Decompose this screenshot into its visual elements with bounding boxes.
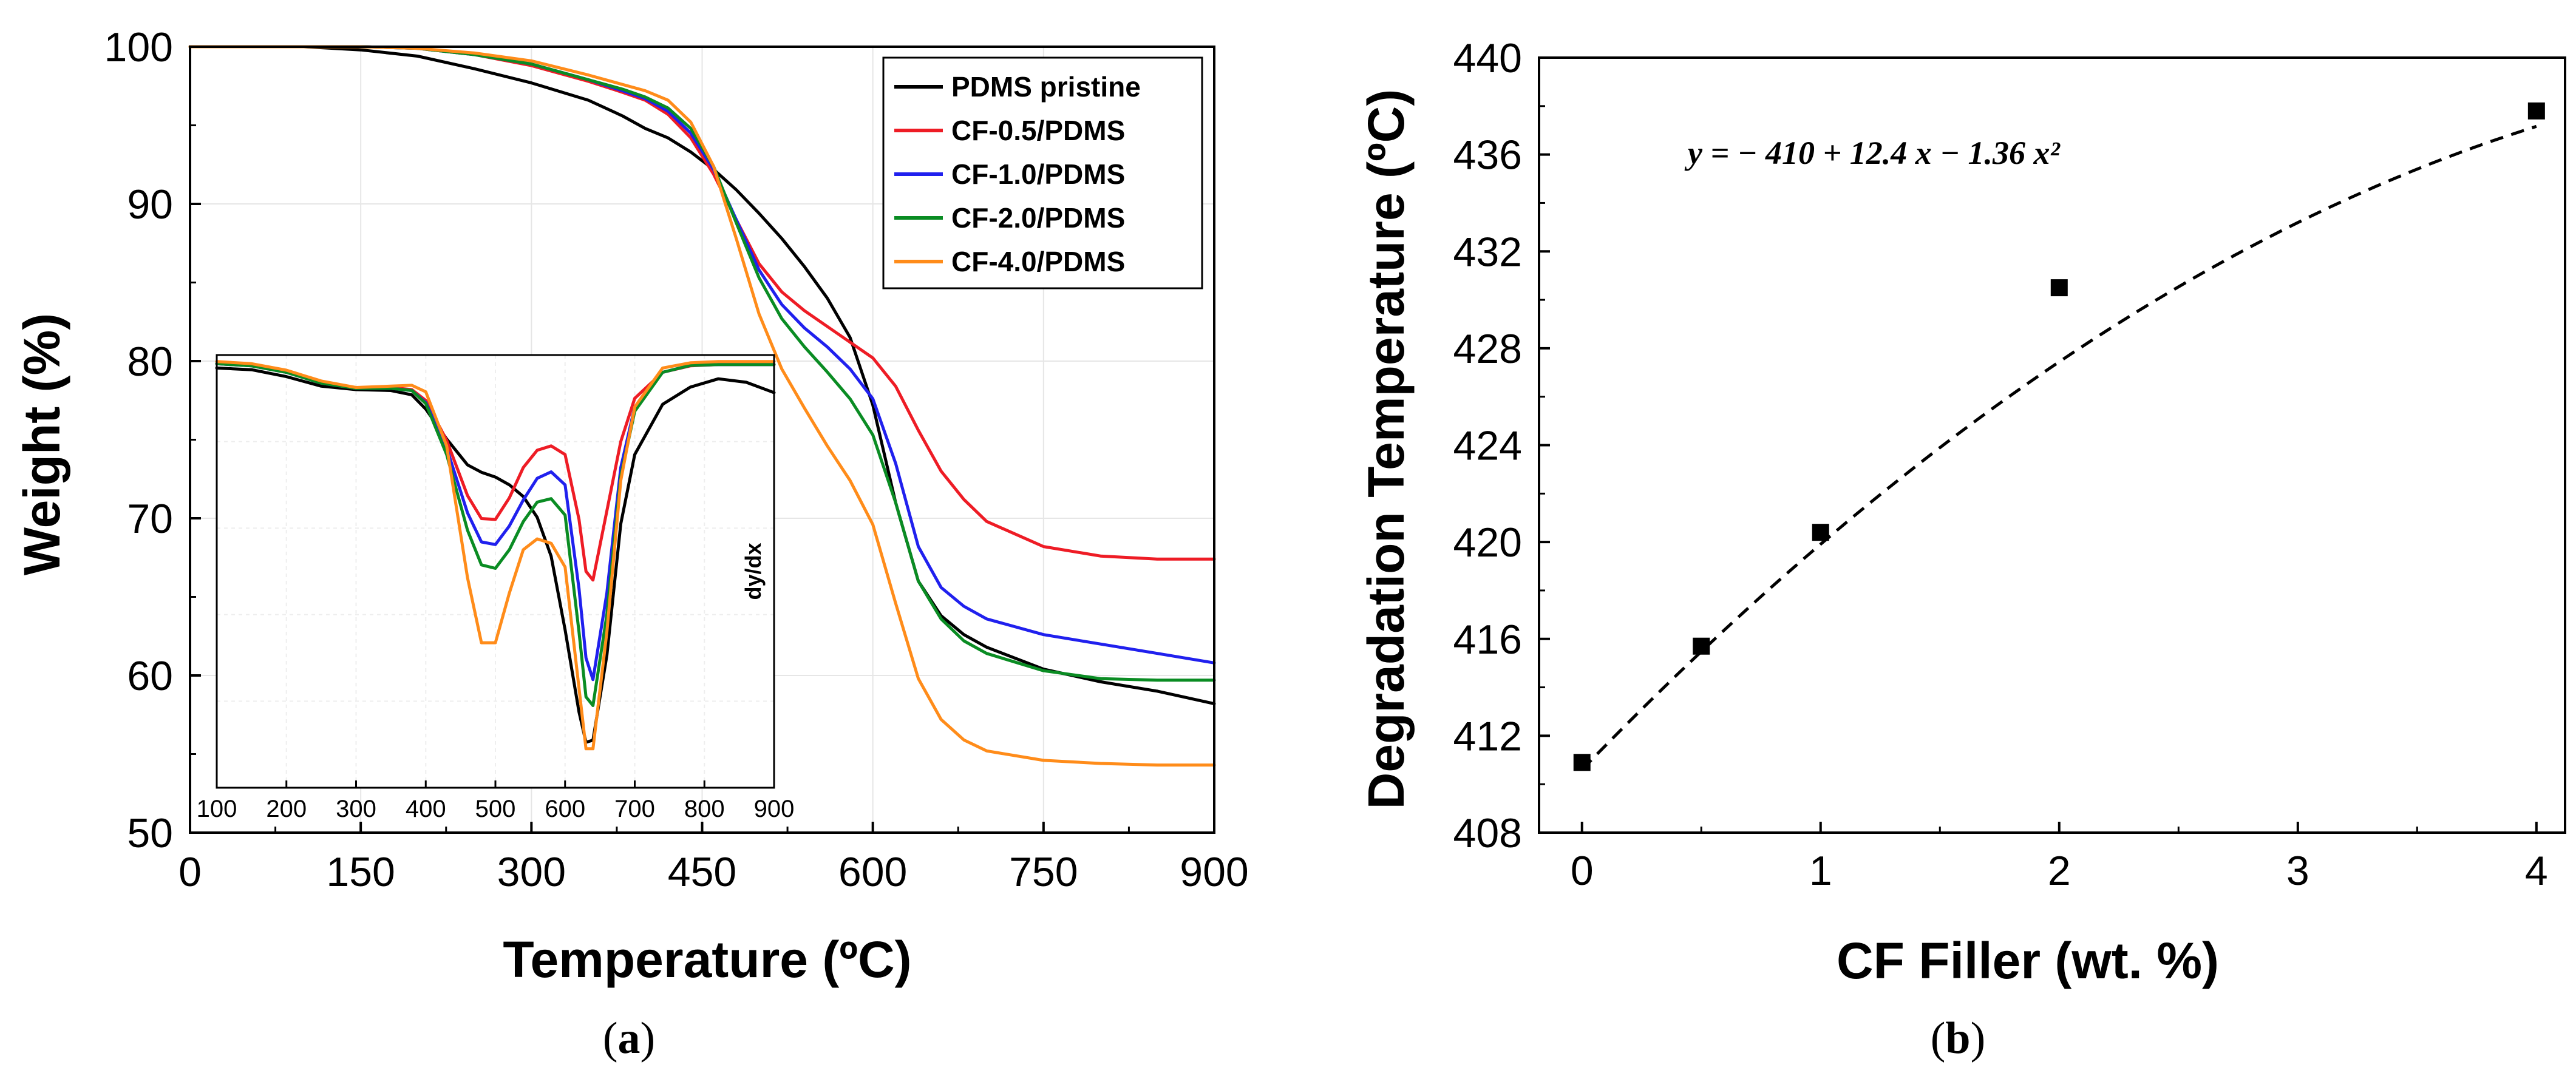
- panel-b-x-tick-label: 1: [1809, 848, 1832, 894]
- inset-x-tick-label: 800: [684, 796, 725, 822]
- panel-b-data-point: [2527, 102, 2545, 120]
- panel-b-x-tick-label: 2: [2048, 848, 2071, 894]
- panel-a-x-tick-label: 0: [178, 849, 202, 895]
- panel-b-y-tick-label: 420: [1453, 519, 1522, 566]
- panel-b-y-tick-label: 440: [1453, 35, 1522, 81]
- inset-x-tick-label: 400: [406, 796, 446, 822]
- panel-b-x-tick-label: 0: [1571, 848, 1594, 894]
- panel-a-y-tick-label: 100: [104, 24, 173, 70]
- panel-b-y-tick-label: 408: [1453, 810, 1522, 856]
- panel-a-y-axis-title: Weight (%): [13, 313, 70, 575]
- panel-a-y-tick-label: 80: [127, 339, 173, 385]
- panel-b-x-tick-label: 4: [2525, 848, 2548, 894]
- panel-b-x-axis-title: CF Filler (wt. %): [1837, 932, 2219, 989]
- panel-a-y-tick-label: 50: [127, 810, 173, 856]
- panel-a-y-tick-label: 90: [127, 181, 173, 228]
- panel-b-caption-letter: b: [1945, 1013, 1970, 1063]
- panel-a-x-axis-title: Temperature (ºC): [503, 931, 911, 988]
- panel-a-x-tick-label: 900: [1180, 849, 1248, 895]
- inset-x-tick-label: 200: [266, 796, 307, 822]
- panel-b-y-tick-label: 432: [1453, 229, 1522, 275]
- inset-x-tick-label: 100: [197, 796, 237, 822]
- panel-a-legend: PDMS pristine CF-0.5/PDMS CF-1.0/PDMS CF-2.…: [882, 56, 1203, 289]
- inset-y-axis-label: dy/dx: [741, 543, 766, 600]
- inset-x-tick-label: 500: [475, 796, 516, 822]
- panel-a-x-tick-label: 450: [668, 849, 736, 895]
- panel-a-x-tick-label: 150: [326, 849, 395, 895]
- inset-x-tick-label: 300: [336, 796, 376, 822]
- panel-b-x-tick-label: 3: [2286, 848, 2309, 894]
- panel-a-x-tick-label: 600: [838, 849, 907, 895]
- inset-x-tick-label: 900: [754, 796, 795, 822]
- panel-b-y-tick-label: 436: [1453, 132, 1522, 178]
- inset-x-tick-label: 700: [614, 796, 655, 822]
- panel-b-plot-background: [1539, 58, 2565, 833]
- inset-background: [217, 355, 774, 788]
- panel-b-data-point: [1693, 637, 1710, 655]
- inset-series-line: [215, 366, 776, 744]
- panel-b-data-point: [2050, 279, 2068, 297]
- panel-a-series-line: [188, 45, 1216, 682]
- panel-b-y-tick-label: 428: [1453, 326, 1522, 372]
- panel-b-y-tick-label: 424: [1453, 423, 1522, 469]
- panel-a-legend-label: PDMS pristine: [951, 71, 1141, 103]
- panel-a-x-tick-label: 300: [497, 849, 566, 895]
- panel-a-caption: (a): [603, 1013, 655, 1063]
- panel-a-legend-label: CF-4.0/PDMS: [951, 246, 1125, 277]
- panel-a-y-tick-label: 70: [127, 496, 173, 542]
- panel-b-fit-curve: [1580, 124, 2537, 771]
- panel-a-y-tick-label: 60: [127, 653, 173, 699]
- panel-a-legend-label: CF-2.0/PDMS: [951, 202, 1125, 234]
- panel-b-data-point: [1812, 524, 1829, 541]
- panel-a-inset-chart: 100 200 300 400 500 600 700 800 900 dy/dx: [197, 354, 795, 822]
- panel-a-caption-letter: a: [618, 1013, 641, 1063]
- panel-b-data-point: [1573, 754, 1591, 771]
- panel-a-legend-label: CF-1.0/PDMS: [951, 158, 1125, 190]
- panel-a-series-line: [188, 45, 1216, 706]
- panel-b-plot-area: 0 1 2 3 4 408 412 416 420 424 428 432 436 440: [1453, 35, 2566, 894]
- inset-x-tick-label: 600: [545, 796, 585, 822]
- panel-a-legend-label: CF-0.5/PDMS: [951, 115, 1125, 146]
- panel-b-y-tick-label: 412: [1453, 713, 1522, 759]
- panel-a-chart: 0 150 300 450 600 750 900 50 60 70 80 90 100 100 200 3…: [13, 24, 1249, 1063]
- panel-a-series-line: [188, 45, 1216, 767]
- panel-b-y-tick-label: 416: [1453, 617, 1522, 663]
- panel-a-x-tick-label: 750: [1009, 849, 1078, 895]
- panel-b-caption: (b): [1931, 1013, 1985, 1063]
- inset-series-line: [215, 360, 776, 751]
- panel-b-y-axis-title: Degradation Temperature (ºC): [1358, 89, 1415, 810]
- panel-b-fit-equation: y = − 410 + 12.4 x − 1.36 x²: [1684, 135, 2061, 171]
- panel-b-chart: 0 1 2 3 4 408 412 416 420 424 428 432 436 440 y = − 4…: [1358, 35, 2566, 1063]
